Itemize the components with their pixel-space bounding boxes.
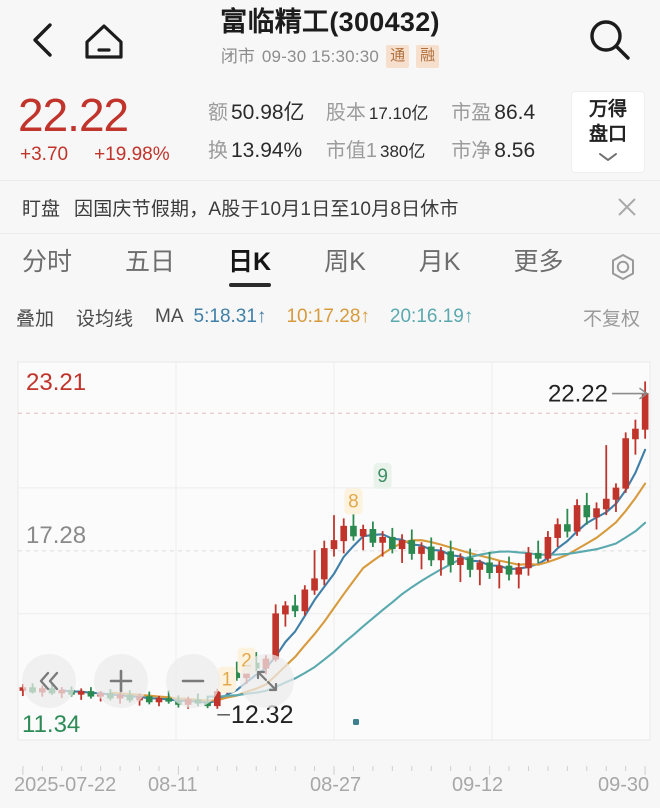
ma-label: MA — [155, 306, 184, 327]
stat-label: 额 — [208, 102, 228, 124]
stat-label: 市盈 — [451, 102, 492, 124]
stat-pe-ratio: 市盈 86.4 — [451, 96, 555, 125]
svg-text:11.34: 11.34 — [22, 711, 80, 738]
stat-turnover-amount: 额 50.98亿 — [208, 96, 326, 126]
price-column: 22.22 +3.70 +19.98% — [18, 90, 208, 166]
stat-label: 市净 — [451, 140, 492, 162]
svg-text:23.21: 23.21 — [26, 369, 86, 396]
zoom-in-button[interactable] — [94, 654, 148, 708]
stat-share-capital: 股本 17.10亿 — [326, 96, 451, 125]
stat-label: 市值1 — [325, 140, 377, 162]
home-icon[interactable] — [82, 20, 126, 62]
stat-value: 17.10亿 — [368, 104, 429, 123]
notice-bar[interactable]: 盯盘 因国庆节假期，A股于10月1日至10月8日休市 — [0, 180, 660, 234]
last-price: 22.22 — [18, 89, 129, 141]
stat-turnover-rate: 换 13.94% — [208, 134, 326, 163]
chart-period-tabs: 分时 五日 日K 周K 月K 更多 — [0, 234, 660, 296]
tab-more[interactable]: 更多 — [513, 248, 564, 276]
svg-text:2: 2 — [241, 651, 252, 672]
quote-timestamp: 09-30 15:30:30 — [261, 46, 380, 66]
wind-orderbook-line2: 盘口 — [588, 123, 627, 145]
stats-row-top: 额 50.98亿 股本 17.10亿 市盈 86.4 — [208, 96, 555, 134]
svg-text:17.28: 17.28 — [26, 522, 86, 549]
indicator-bar: 叠加 设均线 MA 5:18.31↑ 10:17.28↑ 20:16.19↑ 不… — [0, 296, 660, 338]
set-ma-button[interactable]: 设均线 — [76, 308, 134, 330]
back-button[interactable] — [24, 18, 60, 62]
ma10-value: 10:17.28↑ — [286, 306, 370, 327]
search-icon[interactable] — [584, 14, 636, 66]
wind-orderbook-line1: 万得 — [588, 98, 627, 120]
tab-five-day[interactable]: 五日 — [125, 248, 176, 276]
quote-block: 22.22 +3.70 +19.98% 额 50.98亿 股本 17.10亿 市… — [0, 88, 660, 180]
market-status: 闭市 — [220, 46, 255, 66]
zoom-out-button[interactable] — [166, 654, 220, 708]
stat-value: 86.4 — [494, 101, 536, 124]
page-title: 富临精工(300432) — [220, 7, 440, 37]
x-tick-label: 08-27 — [310, 774, 362, 796]
stat-market-cap: 市值1 380亿 — [326, 134, 451, 163]
change-percent: +19.98% — [94, 144, 170, 165]
x-tick-label: 2025-07-22 — [14, 774, 117, 796]
chevron-down-icon — [597, 150, 619, 168]
badge-margin: 融 — [416, 45, 440, 68]
stat-pb-ratio: 市净 8.56 — [451, 134, 555, 163]
gear-icon[interactable] — [608, 252, 638, 282]
x-tick-label: 09-12 — [452, 774, 504, 796]
tab-weekly-k[interactable]: 周K — [324, 248, 366, 276]
ma5-value: 5:18.31↑ — [193, 306, 267, 327]
fullscreen-button[interactable] — [240, 654, 294, 708]
tab-monthly-k[interactable]: 月K — [418, 248, 461, 276]
stat-label: 换 — [208, 140, 228, 162]
stat-label: 股本 — [325, 102, 366, 124]
close-icon[interactable] — [614, 194, 640, 220]
app-header: 富临精工(300432) 闭市 09-30 15:30:30 通 融 — [0, 0, 660, 88]
svg-text:22.22: 22.22 — [548, 381, 608, 408]
candlestick-chart[interactable]: 1 2 8 9 23.21 17.28 11.34 22.22 12.32 — [0, 352, 660, 766]
stat-value: 13.94% — [231, 139, 303, 162]
overlay-button[interactable]: 叠加 — [16, 308, 55, 330]
stat-value: 8.56 — [494, 139, 536, 162]
x-tick-label: 08-11 — [148, 774, 198, 796]
adjust-mode-button[interactable]: 不复权 — [582, 308, 640, 330]
svg-text:8: 8 — [348, 491, 359, 512]
pan-left-button[interactable] — [22, 654, 76, 708]
change-absolute: +3.70 — [20, 144, 69, 165]
stats-row-bottom: 换 13.94% 市值1 380亿 市净 8.56 — [208, 134, 555, 172]
wind-orderbook-button[interactable]: 万得 盘口 — [572, 92, 644, 172]
tab-intraday[interactable]: 分时 — [22, 248, 73, 276]
x-axis-labels: 2025-07-22 08-11 08-27 09-12 09-30 — [0, 766, 660, 808]
market-status-line: 闭市 09-30 15:30:30 通 融 — [0, 45, 660, 68]
svg-text:1: 1 — [222, 670, 233, 691]
badge-connect: 通 — [386, 45, 410, 68]
notice-text: 因国庆节假期，A股于10月1日至10月8日休市 — [74, 198, 459, 220]
change-row: +3.70 +19.98% — [18, 144, 208, 166]
quote-stats: 额 50.98亿 股本 17.10亿 市盈 86.4 换 13.94% — [208, 96, 555, 172]
stat-value: 380亿 — [379, 142, 426, 161]
svg-text:9: 9 — [377, 466, 388, 487]
notice-tag: 盯盘 — [22, 198, 61, 220]
stat-value: 50.98亿 — [231, 101, 305, 124]
title-block: 富临精工(300432) 闭市 09-30 15:30:30 通 融 — [0, 6, 660, 68]
ma20-value: 20:16.19↑ — [389, 306, 474, 327]
x-tick-label: 09-30 — [598, 774, 650, 796]
tab-daily-k[interactable]: 日K — [228, 247, 271, 283]
chart-x-axis: 2025-07-22 08-11 08-27 09-12 09-30 — [0, 766, 660, 808]
